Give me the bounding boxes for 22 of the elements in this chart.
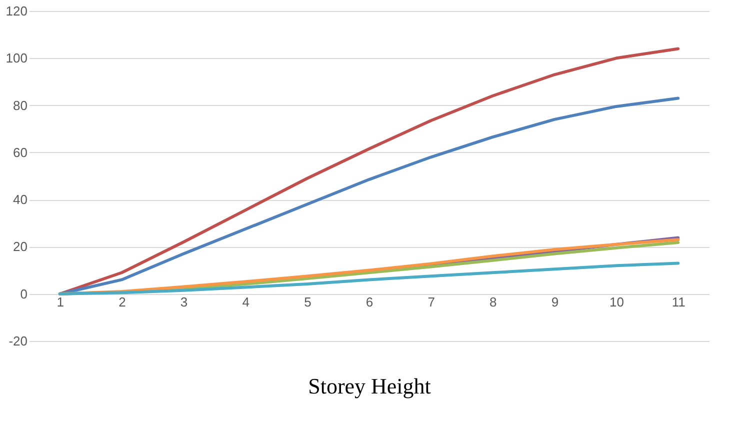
y-tick-label: -20 [8,334,28,348]
x-tick-label: 7 [428,294,435,310]
x-tick-label: 10 [610,294,624,310]
line-series [58,262,680,296]
x-tick-label: 2 [118,294,126,310]
y-tick-label: 0 [20,286,28,302]
y-tick-label: 120 [6,4,28,18]
y-tick-label: 20 [13,239,28,254]
line-series [58,96,680,296]
y-tick-label: 40 [13,192,28,208]
x-tick-label: 9 [551,294,559,310]
x-tick-label: 11 [672,294,686,310]
y-tick-label: 80 [13,98,28,113]
x-tick-label: 3 [180,294,188,310]
y-tick-label: 100 [6,50,28,66]
x-axis-title: Storey Height [308,374,431,398]
x-tick-label: 6 [366,294,374,310]
x-tick-label: 8 [490,294,497,310]
x-tick-label: 4 [242,294,250,310]
x-tick-label: 1 [56,294,64,310]
y-tick-label: 60 [13,144,28,160]
x-tick-label: 5 [304,294,312,310]
